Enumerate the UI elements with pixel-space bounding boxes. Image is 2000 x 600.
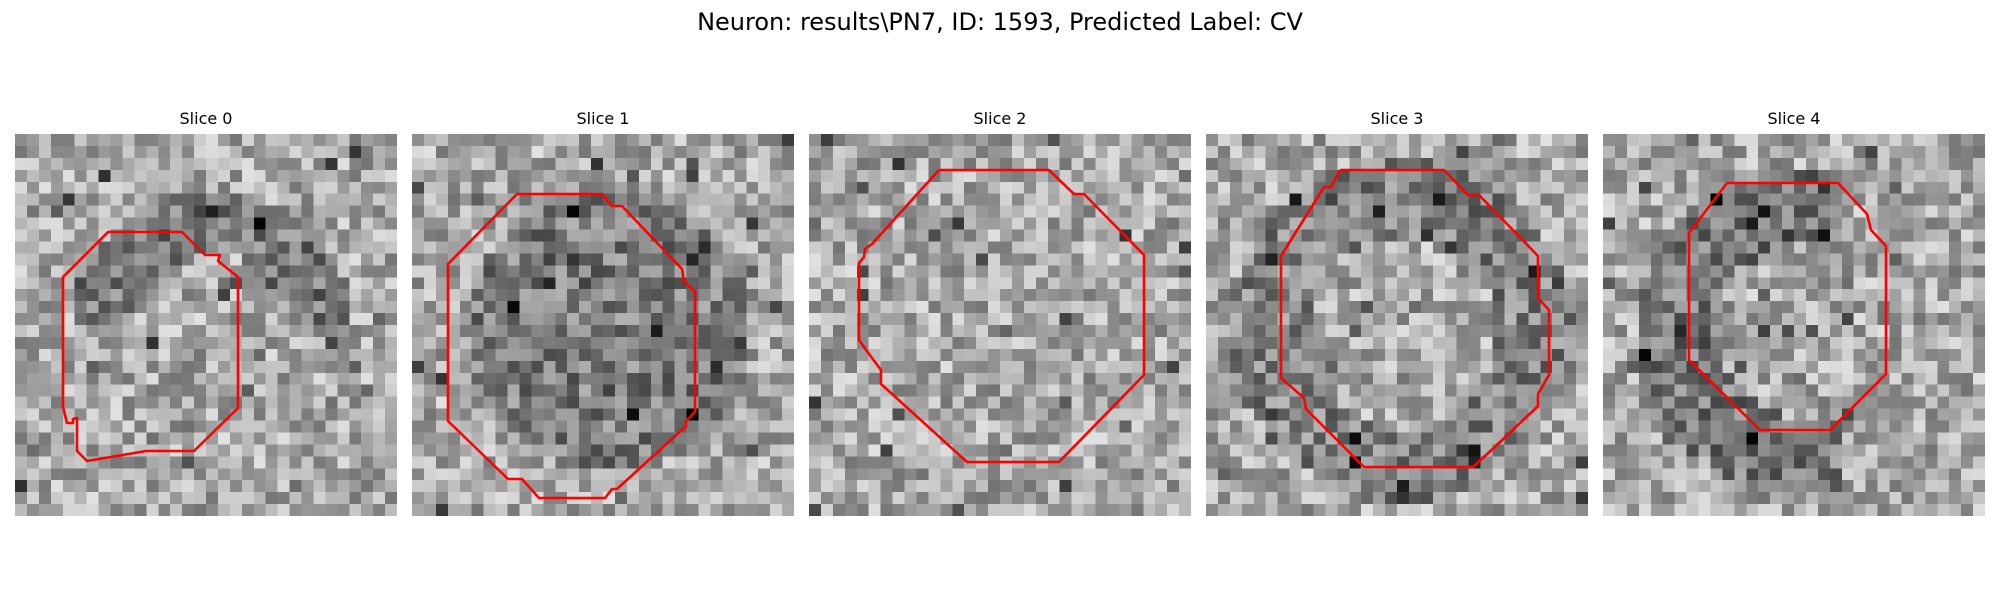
slice-image bbox=[1206, 134, 1588, 516]
micrograph bbox=[1603, 134, 1985, 516]
slice-image bbox=[15, 134, 397, 516]
slice-title: Slice 1 bbox=[576, 109, 630, 128]
micrograph bbox=[1206, 134, 1588, 516]
contour bbox=[1279, 168, 1551, 469]
slice-title: Slice 2 bbox=[973, 109, 1027, 128]
segmentation-overlay bbox=[1687, 181, 1888, 432]
slice-image bbox=[809, 134, 1191, 516]
slice-image bbox=[412, 134, 794, 516]
micrograph bbox=[412, 134, 794, 516]
micrograph bbox=[809, 134, 1191, 516]
contour bbox=[61, 230, 240, 463]
contour bbox=[1687, 181, 1888, 432]
segmentation-overlay bbox=[446, 192, 697, 500]
segmentation-overlay bbox=[857, 168, 1146, 464]
slice-title: Slice 0 bbox=[179, 109, 233, 128]
slice-title: Slice 4 bbox=[1767, 109, 1821, 128]
figure-title: Neuron: results\PN7, ID: 1593, Predicted… bbox=[697, 8, 1303, 36]
contour bbox=[446, 192, 697, 500]
segmentation-overlay bbox=[61, 230, 240, 463]
slice-image bbox=[1603, 134, 1985, 516]
slice-title: Slice 3 bbox=[1370, 109, 1424, 128]
segmentation-overlay bbox=[1279, 168, 1551, 469]
contour bbox=[857, 168, 1146, 464]
